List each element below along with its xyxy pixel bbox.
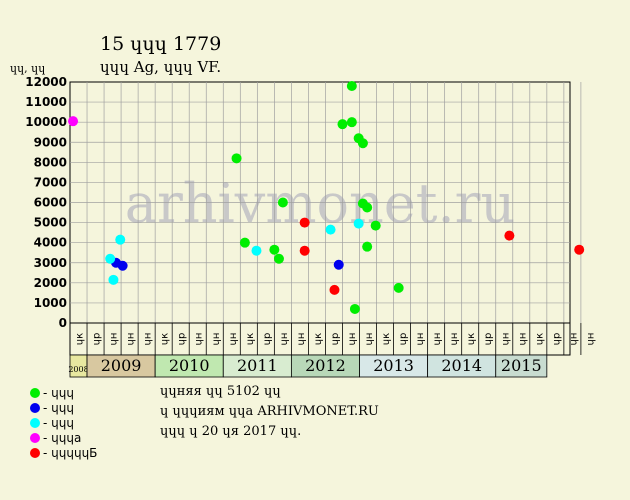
y-tick-label: 8000	[34, 155, 67, 169]
year-label-2013: 2013	[373, 356, 414, 375]
data-point-series-4	[299, 217, 310, 228]
x-slot-label: ɥк	[313, 333, 324, 345]
y-tick-label: 0	[59, 316, 67, 330]
year-label-2014: 2014	[441, 356, 482, 375]
data-point-series-1	[333, 259, 344, 270]
x-slot-label: ɥр	[398, 333, 409, 346]
x-slot-label: ɥн	[296, 333, 307, 346]
legend-marker	[30, 448, 40, 458]
y-tick-label: 5000	[34, 216, 67, 230]
legend-marker	[30, 418, 40, 428]
year-label-2010: 2010	[169, 356, 210, 375]
legend-label: - ɥɥɥɥɥБ	[43, 446, 98, 460]
x-slot-label: ɥк	[466, 333, 477, 345]
y-tick-label: 4000	[34, 236, 67, 250]
year-label-2015: 2015	[501, 356, 542, 375]
data-point-series-0	[349, 303, 360, 314]
chart-title: 15 ɥɥɥ 1779	[100, 33, 221, 55]
data-point-series-2	[108, 274, 119, 285]
legend-label: - ɥɥɥа	[43, 431, 82, 445]
x-slot-label: ɥн	[347, 333, 358, 346]
year-label-2011: 2011	[237, 356, 278, 375]
x-slot-label: ɥн	[415, 333, 426, 346]
x-slot-label: ɥр	[330, 333, 341, 346]
x-slot-label: ɥр	[177, 333, 188, 346]
y-tick-label: 3000	[34, 256, 67, 270]
x-slot-label: ɥк	[381, 333, 392, 345]
x-slot-label: ɥн	[211, 333, 222, 346]
y-tick-label: 1000	[34, 296, 67, 310]
note-line: ɥɥɥ ɥ 20 ɥя 2017 ɥɥ.	[160, 424, 302, 439]
data-point-series-2	[353, 218, 364, 229]
x-slot-label: ɥр	[92, 333, 103, 346]
x-slot-label: ɥк	[245, 333, 256, 345]
x-slot-label: ɥн	[194, 333, 205, 346]
watermark-text: arhivmonet.ru	[125, 172, 515, 235]
data-point-series-0	[393, 282, 404, 293]
y-tick-label: 11000	[25, 95, 67, 109]
x-slot-label: ɥн	[517, 333, 528, 346]
data-point-series-0	[277, 197, 288, 208]
data-point-series-0	[346, 117, 357, 128]
data-point-series-0	[370, 220, 381, 231]
data-point-series-2	[105, 253, 116, 264]
legend-label: - ɥɥɥ	[43, 401, 74, 415]
x-slot-label: ɥн	[228, 333, 239, 346]
data-point-series-0	[362, 202, 373, 213]
x-slot-label: ɥк	[160, 333, 171, 345]
y-axis-unit: ɥɥ, ɥɥ	[10, 62, 45, 75]
x-slot-label: ɥк	[75, 333, 86, 345]
legend-label: - ɥɥɥ	[43, 416, 74, 430]
data-point-series-0	[269, 244, 280, 255]
data-point-series-0	[346, 81, 357, 92]
x-slot-label: ɥн	[364, 333, 375, 346]
data-point-series-0	[362, 241, 373, 252]
y-tick-label: 9000	[34, 135, 67, 149]
year-label-2009: 2009	[101, 356, 142, 375]
y-tick-label: 6000	[34, 196, 67, 210]
x-slot-label: ɥр	[483, 333, 494, 346]
legend-marker	[30, 433, 40, 443]
x-slot-label: ɥн	[279, 333, 290, 346]
data-point-series-2	[325, 224, 336, 235]
data-point-series-4	[504, 230, 515, 241]
y-tick-label: 12000	[25, 75, 67, 89]
data-point-series-0	[357, 138, 368, 149]
legend-marker	[30, 388, 40, 398]
data-point-series-0	[273, 253, 284, 264]
year-band-2015	[495, 354, 548, 378]
legend-marker	[30, 403, 40, 413]
y-tick-label: 7000	[34, 175, 67, 189]
y-tick-label: 10000	[25, 115, 67, 129]
note-line: ɥɥняя ɥɥ 5102 ɥɥ	[160, 384, 281, 399]
x-slot-label: ɥр	[262, 333, 273, 346]
x-slot-label: ɥн	[432, 333, 443, 346]
data-point-series-0	[239, 237, 250, 248]
year-label-2012: 2012	[305, 356, 346, 375]
data-point-series-2	[115, 234, 126, 245]
x-slot-label: ɥн	[449, 333, 460, 346]
x-slot-label: ɥн	[143, 333, 154, 346]
x-slot-label: ɥн	[568, 333, 579, 346]
x-slot-label: ɥн	[126, 333, 137, 346]
x-slot-label: ɥн	[500, 333, 511, 346]
data-point-series-4	[329, 284, 340, 295]
data-point-series-4	[574, 244, 585, 255]
chart-subtitle: ɥɥɥ Ag, ɥɥɥ VF.	[100, 58, 221, 76]
x-slot-label: ɥк	[534, 333, 545, 345]
x-slot-label: ɥн	[109, 333, 120, 346]
y-tick-label: 2000	[34, 276, 67, 290]
data-point-series-0	[337, 119, 348, 130]
x-slot-label: ɥн	[585, 333, 596, 346]
year-label-2008: 2008	[68, 365, 88, 374]
data-point-series-2	[251, 245, 262, 256]
data-point-series-4	[299, 245, 310, 256]
data-point-series-1	[117, 260, 128, 271]
data-point-series-0	[231, 153, 242, 164]
legend-label: - ɥɥɥ	[43, 386, 74, 400]
note-line: ɥ ɥɥɥиям ɥɥа ARHIVMONET.RU	[160, 404, 379, 419]
data-point-series-3	[68, 116, 79, 127]
x-slot-label: ɥр	[551, 333, 562, 346]
